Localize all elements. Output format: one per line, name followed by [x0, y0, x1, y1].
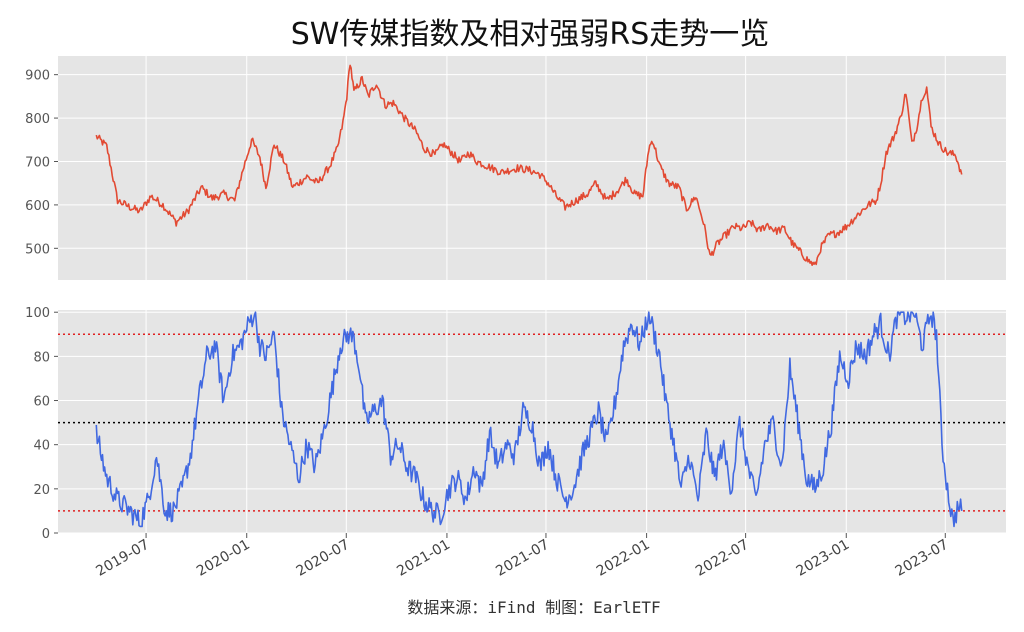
xtick-label: 2023-01: [794, 537, 853, 580]
index-ytick-label: 600: [25, 199, 50, 214]
xtick-label: 2021-01: [394, 537, 453, 580]
rs-ytick-label: 100: [25, 306, 50, 321]
xtick-label: 2022-07: [693, 537, 752, 580]
xtick-label: 2020-07: [294, 537, 353, 580]
chart-title: SW传媒指数及相对强弱RS走势一览: [291, 17, 770, 52]
rs-ytick-label: 60: [33, 395, 50, 410]
index-plot-area: [58, 56, 1006, 280]
xtick-label: 2023-07: [893, 537, 952, 580]
index-series-line: [95, 64, 963, 266]
rs-ytick-label: 40: [33, 439, 50, 454]
rs-plot-area: [58, 310, 1006, 533]
xtick-label: 2019-07: [93, 537, 152, 580]
index-panel: 500 600 700 800 900: [25, 56, 1006, 280]
xtick-label: 2022-01: [594, 537, 653, 580]
rs-panel: 0 20 40 60 80 100 2019-07 2020-01 2020-07 2021-01…: [25, 306, 1006, 580]
index-ytick-label: 700: [25, 155, 50, 170]
index-ytick-label: 900: [25, 69, 50, 84]
xtick-label: 2020-01: [194, 537, 253, 580]
index-ytick-label: 500: [25, 242, 50, 257]
xtick-label: 2021-07: [493, 537, 552, 580]
rs-ytick-label: 0: [42, 527, 50, 542]
rs-series-line: [95, 311, 963, 528]
index-ytick-label: 800: [25, 112, 50, 127]
rs-ytick-label: 80: [33, 350, 50, 365]
rs-ytick-label: 20: [33, 483, 50, 498]
source-note: 数据来源：iFind 制图：EarlETF: [407, 598, 660, 617]
